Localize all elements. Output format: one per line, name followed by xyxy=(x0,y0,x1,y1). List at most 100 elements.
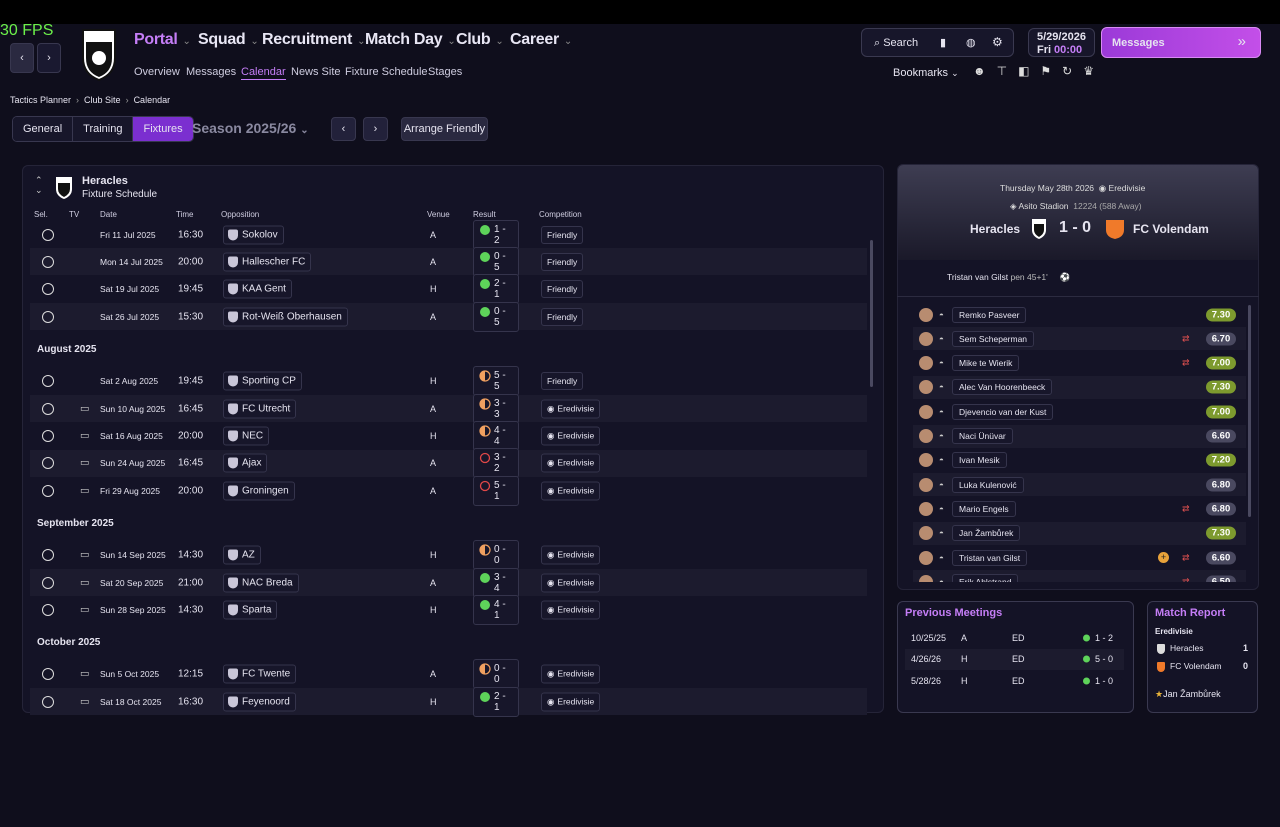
result-icon xyxy=(480,572,490,583)
meeting-row[interactable]: 10/25/25 A ED 1 - 2 xyxy=(905,627,1124,648)
globe-icon[interactable]: ◍ xyxy=(966,37,976,49)
meeting-dot xyxy=(1083,634,1090,641)
fixture-row[interactable]: ▭ Sun 10 Aug 2025 16:45 FC Utrecht A 3 - 3 ◉ Er… xyxy=(30,393,867,424)
meeting-row[interactable]: 5/28/26 H ED 1 - 0 xyxy=(905,670,1124,691)
select-radio[interactable] xyxy=(42,484,54,497)
scorer-detail: pen 45+1' xyxy=(1010,272,1048,282)
opposition[interactable]: NEC xyxy=(223,426,270,446)
opposition[interactable]: NAC Breda xyxy=(223,573,299,592)
opposition[interactable]: Rot-Weiß Oberhausen xyxy=(223,307,348,327)
venue: A xyxy=(430,458,437,469)
opposition[interactable]: Hallescher FC xyxy=(223,252,312,272)
select-radio[interactable] xyxy=(42,228,54,241)
opposition[interactable]: FC Utrecht xyxy=(223,399,297,418)
date-box[interactable]: 5/29/2026 Fri 00:00 xyxy=(1028,28,1095,57)
subnav-item[interactable]: Calendar xyxy=(241,66,286,80)
result-icon xyxy=(479,544,491,556)
bookmark-icon[interactable]: ▮ xyxy=(940,37,947,49)
forward-button[interactable]: › xyxy=(37,43,61,73)
opposition[interactable]: Feyenoord xyxy=(223,692,296,712)
nav-item[interactable]: Career ⌄ xyxy=(510,31,572,49)
fixture-row[interactable]: ▭ Sun 28 Sep 2025 14:30 Sparta H 4 - 1 ◉ Erediv… xyxy=(30,594,867,625)
search-button[interactable]: ⌕ Search xyxy=(874,37,919,49)
fixture-row[interactable]: ▭ Fri 29 Aug 2025 20:00 Groningen A 5 - 1 ◉ Ere… xyxy=(30,475,867,506)
venue: H xyxy=(430,430,437,441)
nav-item[interactable]: Portal ⌄ xyxy=(134,31,191,49)
next-season[interactable]: › xyxy=(363,117,388,141)
competition: ◉ Eredivisie xyxy=(541,573,601,592)
fixture-row[interactable]: Fri 11 Jul 2025 16:30 Sokolov A 1 - 2 Friendl… xyxy=(30,219,867,250)
team-crest xyxy=(56,177,72,199)
venue: A xyxy=(430,577,437,588)
messages-button[interactable]: Messages » xyxy=(1101,27,1261,58)
fixture-time: 14:30 xyxy=(178,549,204,561)
fixture-row[interactable]: ▭ Sat 18 Oct 2025 16:30 Feyenoord H 2 - 1 ◉ Ere… xyxy=(30,686,867,717)
opposition[interactable]: KAA Gent xyxy=(223,279,292,299)
fixture-row[interactable]: ▭ Sun 24 Aug 2025 16:45 Ajax A 3 - 2 ◉ Eredivis… xyxy=(30,448,867,479)
opposition[interactable]: Sporting CP xyxy=(223,371,302,391)
select-radio[interactable] xyxy=(42,457,54,470)
subnav-item[interactable]: Stages xyxy=(428,66,463,78)
fixture-row[interactable]: Mon 14 Jul 2025 20:00 Hallescher FC A 0 - 5 F… xyxy=(30,246,867,277)
tab[interactable]: General xyxy=(13,117,73,141)
opposition[interactable]: Sparta xyxy=(223,600,278,620)
arrange-friendly[interactable]: Arrange Friendly xyxy=(401,117,488,141)
opposition[interactable]: Sokolov xyxy=(223,225,284,244)
tv-icon: ▭ xyxy=(80,485,90,497)
tab[interactable]: Fixtures xyxy=(132,117,193,141)
fixture-time: 16:30 xyxy=(178,696,204,708)
select-radio[interactable] xyxy=(42,549,54,562)
team-badge xyxy=(1157,662,1165,672)
fixture-row[interactable]: Sat 19 Jul 2025 19:45 KAA Gent H 2 - 1 Friend… xyxy=(30,274,867,305)
fixture-row[interactable]: ▭ Sun 14 Sep 2025 14:30 AZ H 0 - 0 ◉ Eredivisie xyxy=(30,540,867,571)
opposition[interactable]: AZ xyxy=(223,545,261,565)
chevrons: » xyxy=(1237,33,1246,50)
opposition-name: Groningen xyxy=(242,485,289,497)
subnav-item[interactable]: Overview xyxy=(134,66,180,78)
competition-text: Eredivisie xyxy=(1108,183,1146,193)
select-radio[interactable] xyxy=(42,402,54,415)
tab[interactable]: Training xyxy=(72,117,133,141)
nav-item[interactable]: Club ⌄ xyxy=(456,31,504,49)
select-radio[interactable] xyxy=(42,695,54,708)
meeting-row[interactable]: 4/26/26 H ED 5 - 0 xyxy=(905,648,1124,670)
bookmarks[interactable]: Bookmarks ⌄ xyxy=(893,67,959,79)
subnav-item[interactable]: News Site xyxy=(291,66,341,78)
opposition-name: Feyenoord xyxy=(242,696,290,708)
select-radio[interactable] xyxy=(42,603,54,616)
subnav-item[interactable]: Fixture Schedule xyxy=(345,66,428,78)
competition: ◉ Eredivisie xyxy=(541,692,601,712)
nav-item[interactable]: Squad ⌄ xyxy=(198,31,259,49)
tv-icon: ▭ xyxy=(80,577,90,588)
opposition[interactable]: FC Twente xyxy=(223,664,297,684)
crumb[interactable]: Club Site xyxy=(84,95,121,105)
select-radio[interactable] xyxy=(42,576,54,589)
season-selector[interactable]: Season 2025/26 ⌄ xyxy=(192,120,309,136)
fixture-row[interactable]: Sat 26 Jul 2025 15:30 Rot-Weiß Oberhausen A… xyxy=(30,301,867,332)
subnav-item[interactable]: Messages xyxy=(186,66,237,78)
select-radio[interactable] xyxy=(42,375,54,388)
nav-item[interactable]: Recruitment ⌄ xyxy=(262,31,365,49)
back-button[interactable]: ‹ xyxy=(10,43,34,73)
prev-season[interactable]: ‹ xyxy=(331,117,356,141)
crumb[interactable]: Tactics Planner xyxy=(10,95,72,105)
select-radio[interactable] xyxy=(42,429,54,442)
fixture-row[interactable]: ▭ Sat 20 Sep 2025 21:00 NAC Breda A 3 - 4 ◉ Ere… xyxy=(30,567,867,598)
tv-icon: ▭ xyxy=(80,696,90,708)
collapse-arrows[interactable]: ⌃ ⌄ xyxy=(35,175,43,195)
opposition[interactable]: Ajax xyxy=(223,453,268,473)
select-radio[interactable] xyxy=(42,283,54,296)
fixture-row[interactable]: ▭ Sun 5 Oct 2025 12:15 FC Twente A 0 - 0 ◉ Ered… xyxy=(30,659,867,690)
fixture-date: Sat 20 Sep 2025 xyxy=(100,577,164,588)
nav-item[interactable]: Match Day ⌄ xyxy=(365,31,456,49)
select-radio[interactable] xyxy=(42,668,54,681)
select-radio[interactable] xyxy=(42,255,54,268)
fixture-row[interactable]: ▭ Sat 16 Aug 2025 20:00 NEC H 4 - 4 ◉ Eredivisi… xyxy=(30,420,867,451)
fixture-row[interactable]: Sat 2 Aug 2025 19:45 Sporting CP H 5 - 5 Frie… xyxy=(30,366,867,397)
opposition[interactable]: Groningen xyxy=(223,481,295,501)
settings-icon[interactable]: ⚙ xyxy=(992,35,1003,49)
result-icon xyxy=(479,425,491,437)
select-radio[interactable] xyxy=(42,310,54,323)
bookmark-icons: ☻⊤◧⚑↻♛ xyxy=(973,64,1105,78)
crumb[interactable]: Calendar xyxy=(133,95,171,105)
